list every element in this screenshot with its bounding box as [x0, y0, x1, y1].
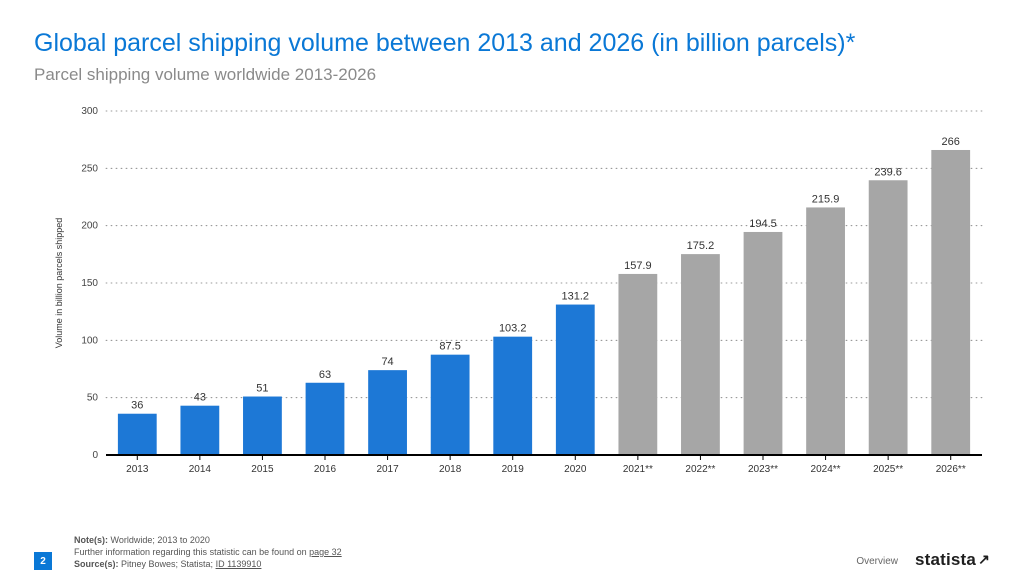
page-number-badge: 2 [34, 552, 52, 570]
chart-svg: 0 50 100 150 200 250 300 36 2013 43 2014 51 2015 63 20… [34, 103, 990, 483]
link-page-ref[interactable]: page 32 [309, 547, 342, 557]
overview-label: Overview [856, 556, 898, 567]
svg-text:36: 36 [131, 400, 143, 412]
sources-line: Source(s): Pitney Bowes; Statista; ID 11… [74, 558, 990, 570]
svg-text:2026**: 2026** [936, 464, 966, 475]
svg-text:200: 200 [81, 221, 98, 232]
link-statistic-id[interactable]: ID 1139910 [216, 559, 262, 569]
svg-text:2024**: 2024** [811, 464, 841, 475]
svg-text:239.6: 239.6 [874, 167, 902, 179]
svg-text:50: 50 [87, 393, 99, 404]
svg-text:74: 74 [381, 356, 393, 368]
page-subtitle: Parcel shipping volume worldwide 2013-20… [34, 65, 990, 85]
svg-text:43: 43 [194, 392, 206, 404]
svg-text:266: 266 [942, 136, 960, 148]
svg-text:Volume in billion parcels ship: Volume in billion parcels shipped [54, 218, 64, 349]
svg-text:51: 51 [256, 383, 268, 395]
svg-text:2021**: 2021** [623, 464, 653, 475]
svg-text:300: 300 [81, 106, 98, 117]
svg-text:250: 250 [81, 164, 98, 175]
further-info: Further information regarding this stati… [74, 546, 990, 558]
svg-text:157.9: 157.9 [624, 260, 652, 272]
bar-chart: 0 50 100 150 200 250 300 36 2013 43 2014 51 2015 63 20… [34, 103, 990, 483]
svg-text:100: 100 [81, 336, 98, 347]
svg-text:2017: 2017 [376, 464, 399, 475]
svg-text:0: 0 [92, 450, 98, 461]
svg-text:2025**: 2025** [873, 464, 903, 475]
svg-text:215.9: 215.9 [812, 194, 840, 206]
notes-line: Note(s): Worldwide; 2013 to 2020 [74, 534, 990, 546]
svg-text:63: 63 [319, 369, 331, 381]
svg-text:150: 150 [81, 278, 98, 289]
svg-text:2019: 2019 [502, 464, 525, 475]
svg-text:2023**: 2023** [748, 464, 778, 475]
svg-text:2020: 2020 [564, 464, 587, 475]
svg-text:2018: 2018 [439, 464, 462, 475]
svg-text:194.5: 194.5 [749, 218, 777, 230]
statista-logo: statista↗ [915, 550, 990, 570]
svg-text:2015: 2015 [251, 464, 274, 475]
svg-text:2013: 2013 [126, 464, 149, 475]
svg-text:2014: 2014 [189, 464, 212, 475]
svg-text:87.5: 87.5 [439, 341, 460, 353]
svg-text:131.2: 131.2 [562, 291, 590, 303]
svg-text:2022**: 2022** [685, 464, 715, 475]
svg-text:103.2: 103.2 [499, 323, 527, 335]
svg-text:175.2: 175.2 [687, 240, 715, 252]
svg-text:2016: 2016 [314, 464, 337, 475]
page-title: Global parcel shipping volume between 20… [34, 28, 990, 59]
logo-arrow-icon: ↗ [978, 551, 990, 568]
